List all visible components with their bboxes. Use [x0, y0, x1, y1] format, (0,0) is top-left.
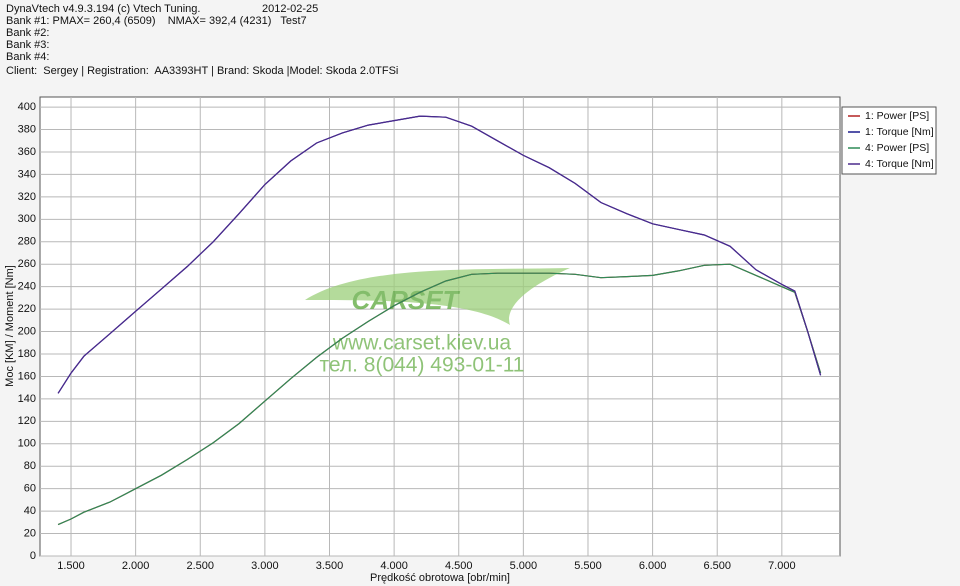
x-tick-label: 3.500 — [316, 560, 344, 572]
x-tick-label: 5.000 — [510, 560, 538, 572]
y-tick-label: 140 — [18, 393, 36, 405]
x-tick-label: 4.000 — [380, 560, 408, 572]
header-line: Bank #4: — [6, 51, 49, 63]
y-tick-label: 40 — [24, 505, 36, 517]
x-tick-label: 2.500 — [186, 560, 214, 572]
legend-label: 4: Torque [Nm] — [865, 158, 934, 170]
y-tick-label: 380 — [18, 123, 36, 135]
x-tick-label: 3.000 — [251, 560, 279, 572]
watermark-site: www.carset.kiev.ua — [332, 332, 511, 355]
legend: 1: Power [PS] 1: Torque [Nm] 4: Power [PS]… — [841, 106, 937, 175]
y-tick-label: 280 — [18, 236, 36, 248]
header-line: Bank #2: — [6, 27, 49, 39]
y-tick-label: 340 — [18, 168, 36, 180]
y-tick-label: 220 — [18, 303, 36, 315]
x-tick-label: 7.000 — [768, 560, 796, 572]
header-version: DynaVtech v4.9.3.194 (c) Vtech Tuning. — [6, 3, 200, 15]
watermark-phone: тел. 8(044) 493-01-11 — [319, 354, 524, 377]
header-line: Client: Sergey | Registration: AA3393HT … — [6, 65, 398, 77]
y-tick-label: 200 — [18, 325, 36, 337]
x-axis-label: Prędkość obrotowa [obr/min] — [370, 572, 510, 584]
legend-label: 4: Power [PS] — [865, 142, 929, 154]
y-tick-label: 260 — [18, 258, 36, 270]
x-tick-label: 4.500 — [445, 560, 473, 572]
y-tick-label: 360 — [18, 146, 36, 158]
y-tick-label: 20 — [24, 527, 36, 539]
y-tick-label: 60 — [24, 483, 36, 495]
x-tick-label: 5.500 — [574, 560, 602, 572]
legend-label: 1: Power [PS] — [865, 110, 929, 122]
plot-area — [39, 96, 841, 557]
header-line: Bank #1: PMAX= 260,4 (6509) NMAX= 392,4 … — [6, 15, 307, 27]
series-line — [57, 115, 822, 394]
header-line: Bank #3: — [6, 39, 49, 51]
x-tick-label: 2.000 — [122, 560, 150, 572]
y-axis-label: Moc [KM] / Moment [Nm] — [4, 265, 16, 387]
watermark-swoosh — [305, 268, 570, 325]
x-tick-label: 1.500 — [57, 560, 85, 572]
y-tick-label: 320 — [18, 191, 36, 203]
y-tick-label: 160 — [18, 370, 36, 382]
header-date: 2012-02-25 — [262, 3, 318, 15]
legend-label: 1: Torque [Nm] — [865, 126, 934, 138]
y-tick-label: 400 — [18, 101, 36, 113]
y-tick-label: 120 — [18, 415, 36, 427]
y-tick-label: 240 — [18, 281, 36, 293]
legend-box — [841, 106, 937, 175]
y-tick-label: 0 — [30, 550, 36, 562]
x-tick-label: 6.000 — [639, 560, 667, 572]
grid — [40, 97, 840, 557]
y-tick-label: 80 — [24, 460, 36, 472]
y-tick-label: 180 — [18, 348, 36, 360]
series-line — [57, 263, 822, 526]
x-tick-label: 6.500 — [703, 560, 731, 572]
y-tick-label: 300 — [18, 213, 36, 225]
y-tick-label: 100 — [18, 438, 36, 450]
